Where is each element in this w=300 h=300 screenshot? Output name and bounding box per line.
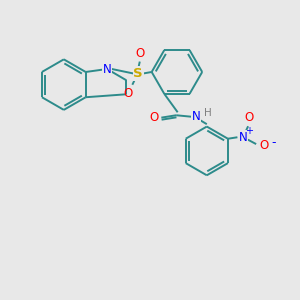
Text: N: N xyxy=(238,131,247,144)
Text: N: N xyxy=(103,62,112,76)
Text: S: S xyxy=(134,67,143,80)
Text: +: + xyxy=(245,126,253,136)
Text: O: O xyxy=(135,47,144,60)
Text: O: O xyxy=(259,139,268,152)
Text: O: O xyxy=(150,111,159,124)
Text: -: - xyxy=(271,136,276,149)
Text: N: N xyxy=(192,110,201,123)
Text: O: O xyxy=(123,87,133,100)
Text: H: H xyxy=(204,108,212,118)
Text: O: O xyxy=(244,111,253,124)
